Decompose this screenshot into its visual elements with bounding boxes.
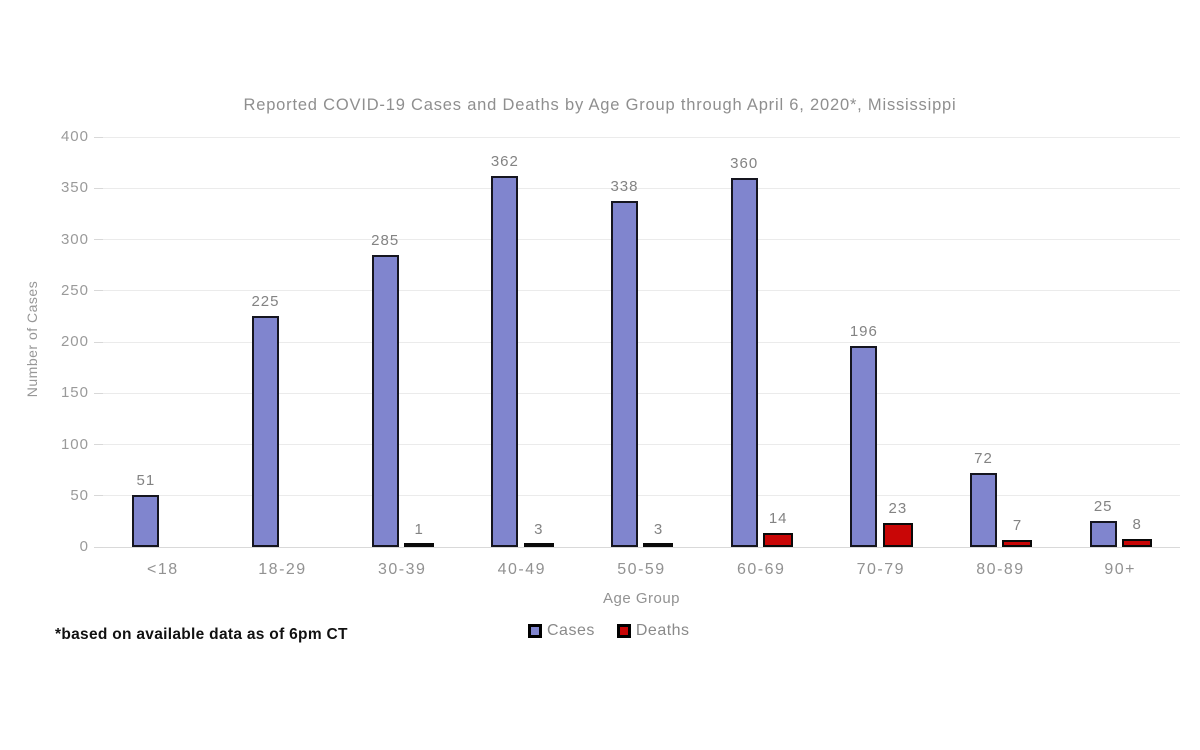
y-axis-tick: [94, 495, 103, 497]
cases-value-label: 360: [730, 155, 759, 172]
y-tick-label: 400: [60, 128, 89, 145]
deaths-value-label: 8: [1132, 516, 1142, 533]
bar-group: 25 8: [1060, 137, 1180, 547]
y-tick-label: 350: [60, 179, 89, 197]
cases-swatch-icon: [528, 624, 542, 638]
y-tick-label: 100: [60, 435, 89, 453]
y-axis-tick: [94, 444, 103, 445]
plot-area: 0 50 100 150 200 250 300 350 400 51 <18 225 18-29 285…: [61, 128, 1180, 607]
y-tick-label: 0: [79, 538, 89, 555]
cases-bar: 51: [132, 472, 160, 547]
deaths-swatch-icon: [616, 624, 631, 638]
deaths-value-label: 3: [534, 521, 544, 538]
gridline: [103, 444, 1180, 445]
y-axis-tick: [94, 187, 103, 189]
x-tick-label: 18-29: [258, 561, 307, 578]
bar-group: 51: [103, 137, 223, 547]
x-tick-label: <18: [147, 561, 179, 578]
bar-group: 196 23: [821, 137, 941, 547]
x-tick-label: 60-69: [736, 561, 786, 578]
cases-value-label: 285: [371, 232, 400, 249]
deaths-value-label: 14: [768, 510, 788, 527]
cases-bar: 225: [251, 293, 279, 547]
cases-bar: 285: [371, 232, 399, 547]
cases-value-label: 51: [136, 472, 156, 489]
bar-group: 338 3: [582, 137, 702, 547]
deaths-bar: 8: [1122, 516, 1153, 547]
cases-bar: 338: [610, 178, 638, 547]
deaths-value-label: 23: [888, 500, 908, 517]
x-axis-title: Age Group: [602, 590, 681, 607]
bar-group: 225: [223, 137, 343, 547]
cases-bar: 25: [1089, 498, 1117, 547]
x-tick-label: 80-89: [976, 561, 1025, 578]
x-tick-label: 90+: [1104, 561, 1136, 578]
y-axis-tick: [94, 341, 103, 343]
y-axis-tick: [94, 290, 103, 292]
deaths-bar: 14: [763, 510, 794, 547]
cases-value-label: 72: [974, 450, 993, 467]
cases-value-label: 225: [251, 293, 280, 310]
cases-value-label: 196: [849, 323, 878, 340]
cases-value-label: 362: [490, 153, 519, 170]
deaths-value-label: 3: [653, 521, 664, 538]
bar-group: 72 7: [941, 137, 1061, 547]
gridline: [103, 392, 1180, 394]
cases-bar: 360: [730, 155, 758, 547]
x-tick-label: 40-49: [497, 561, 547, 578]
legend-label-deaths: Deaths: [635, 622, 690, 639]
x-tick-label: 70-79: [856, 561, 906, 578]
bar-group: 360 14: [701, 137, 821, 547]
deaths-bar: 1: [404, 521, 435, 547]
y-tick-label: 300: [60, 230, 89, 248]
y-tick-label: 250: [60, 281, 89, 299]
gridline: [103, 341, 1180, 343]
cases-value-label: 338: [610, 178, 639, 195]
deaths-value-label: 7: [1012, 517, 1023, 534]
cases-bar: 72: [969, 450, 997, 547]
deaths-value-label: 1: [414, 521, 424, 538]
y-tick-label: 150: [60, 384, 89, 402]
footnote: *based on available data as of 6pm CT: [55, 626, 348, 643]
bar-group: 362 3: [462, 137, 582, 547]
deaths-bar: 3: [523, 521, 554, 547]
gridline: [103, 546, 1180, 548]
x-tick-label: 50-59: [617, 561, 666, 578]
legend-item-deaths: Deaths: [616, 622, 690, 640]
deaths-bar: 23: [882, 500, 913, 547]
gridline: [103, 239, 1180, 240]
y-tick-label: 50: [70, 486, 89, 504]
y-axis-tick: [94, 392, 103, 394]
chart-title: Reported COVID-19 Cases and Deaths by Ag…: [243, 96, 957, 114]
legend-label-cases: Cases: [547, 622, 595, 639]
gridline: [103, 136, 1180, 138]
deaths-bar: 3: [643, 521, 674, 547]
cases-value-label: 25: [1093, 498, 1113, 515]
y-axis-tick: [94, 239, 103, 240]
legend: Cases Deaths: [528, 622, 690, 640]
y-axis-tick: [94, 136, 103, 138]
bar-group: 285 1: [342, 137, 462, 547]
deaths-bar: 7: [1002, 517, 1033, 547]
gridline: [103, 495, 1180, 497]
y-axis-tick: [94, 546, 103, 548]
y-tick-label: 200: [60, 333, 89, 350]
legend-item-cases: Cases: [528, 622, 595, 640]
cases-bar: 362: [491, 153, 519, 547]
cases-bar: 196: [850, 323, 878, 547]
gridline: [103, 290, 1180, 292]
gridline: [103, 187, 1180, 189]
x-tick-label: 30-39: [377, 561, 427, 578]
